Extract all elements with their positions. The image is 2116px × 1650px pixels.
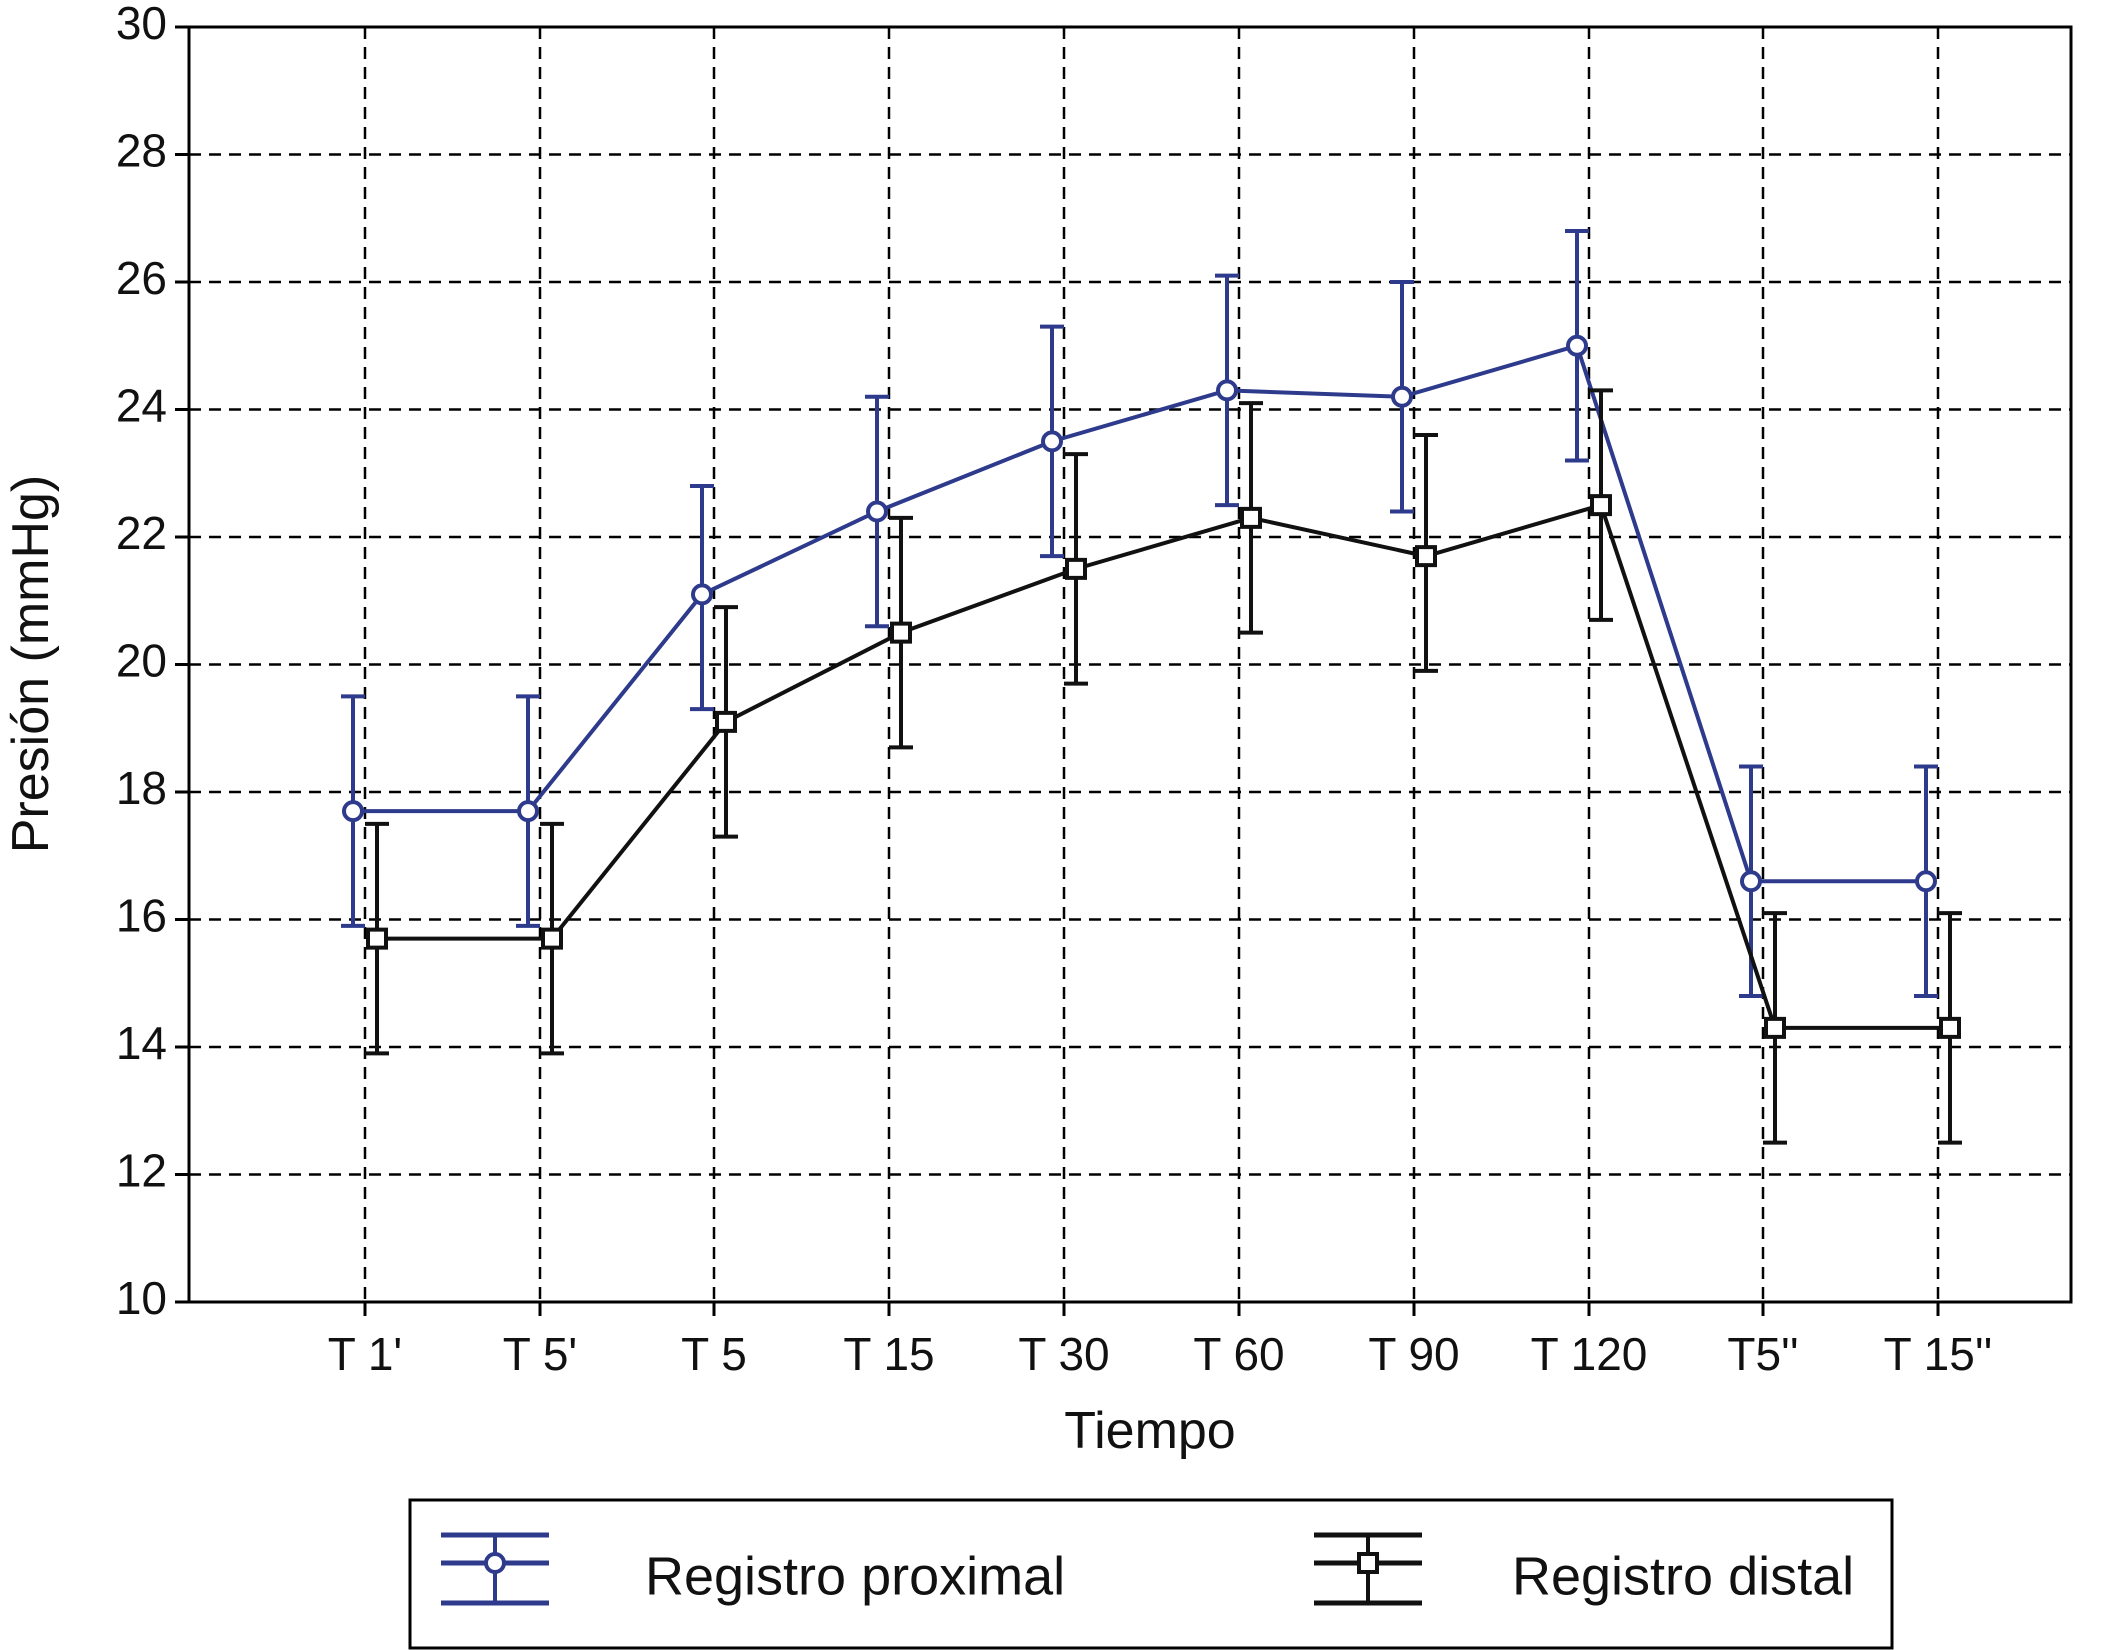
y-tick-label: 22 [116,507,167,559]
legend-label-distal: Registro distal [1512,1546,1854,1606]
y-axis: 10 12 14 16 18 20 22 24 26 28 30 [116,0,189,1324]
x-axis: T 1' T 5' T 5 T 15 T 30 T 60 T 90 T 120 T5'' T 15… [328,1302,1993,1380]
data-point [1740,870,1762,893]
y-tick-label: 12 [116,1145,167,1197]
data-point [1415,545,1437,568]
x-tick-label: T 5' [503,1328,577,1380]
legend-items [441,1532,1422,1606]
x-axis-title: Tiempo [1064,1402,1235,1460]
x-tick-label: T 5 [681,1328,747,1380]
legend: Registro proximal Registro distal [408,1498,1894,1650]
x-tick-label: T 15 [843,1328,934,1380]
x-tick-label: T 60 [1193,1328,1284,1380]
x-tick-label: T 15'' [1884,1328,1993,1380]
y-tick-label: 30 [116,0,167,49]
x-tick-label: T 120 [1531,1328,1648,1380]
y-tick-label: 26 [116,252,167,304]
x-tick-label: T 1' [328,1328,402,1380]
legend-symbol-proximal [441,1532,549,1606]
y-tick-label: 24 [116,380,167,432]
legend-label-proximal: Registro proximal [645,1546,1065,1606]
y-tick-label: 16 [116,890,167,942]
data-point [1065,557,1087,580]
data-point [1216,379,1238,402]
series-proximal [341,229,1938,998]
data-point [541,927,563,950]
series-distal [365,388,1962,1145]
data-point [1041,430,1063,453]
x-tick-label: T5'' [1727,1328,1798,1380]
data-point [715,710,737,733]
data-point [1566,334,1588,357]
y-axis-title: Presión (mmHg) [2,475,60,854]
y-tick-label: 14 [116,1017,167,1069]
data-point [1764,1016,1786,1039]
legend-marker [484,1552,506,1574]
series-line [377,502,1950,1030]
y-tick-label: 20 [116,635,167,687]
data-point [691,583,713,606]
data-point [890,621,912,644]
data-point [517,800,539,823]
data-point [1915,870,1937,893]
series-layer [341,229,1962,1145]
x-tick-label: T 30 [1018,1328,1109,1380]
y-tick-label: 18 [116,762,167,814]
legend-marker [1357,1552,1379,1574]
x-tick-label: T 90 [1368,1328,1459,1380]
y-tick-label: 10 [116,1272,167,1324]
grid [189,27,2071,1302]
data-point [1939,1016,1961,1039]
data-point [366,927,388,950]
data-point [342,800,364,823]
data-point [866,500,888,523]
data-point [1391,385,1413,408]
data-point [1240,506,1262,529]
data-point [1590,494,1612,517]
series-line [353,343,1926,884]
legend-symbol-distal [1314,1532,1422,1606]
y-tick-label: 28 [116,125,167,177]
legend-frame [408,1498,1894,1650]
